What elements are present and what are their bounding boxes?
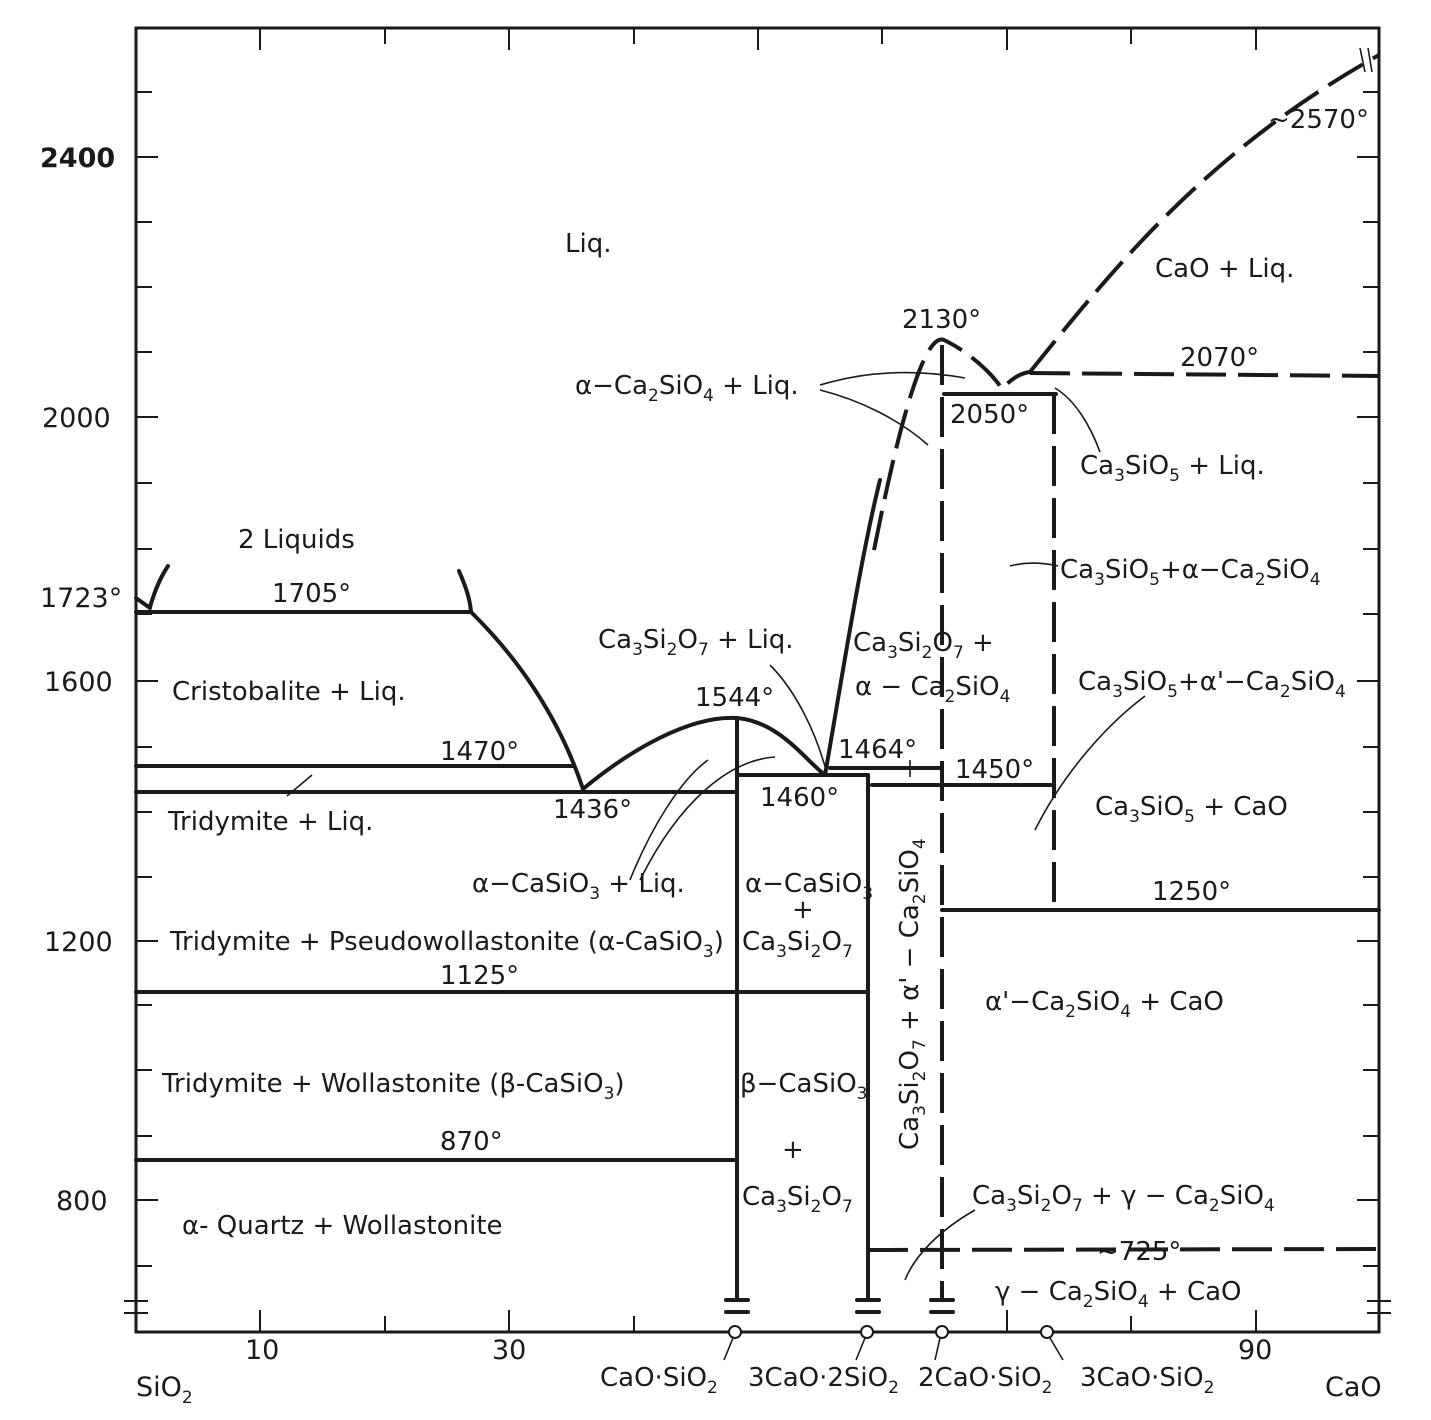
svg-text:α'−Ca2SiO4 + CaO: α'−Ca2SiO4 + CaO: [985, 987, 1224, 1022]
temp-1470: 1470°: [440, 737, 519, 767]
region-tridymite-liq: Tridymite + Liq.: [167, 807, 373, 837]
region-cristobalite-liq: Cristobalite + Liq.: [172, 677, 406, 707]
svg-text:Ca3Si2O7 +: Ca3Si2O7 +: [853, 628, 994, 663]
svg-text:+: +: [782, 1135, 804, 1165]
temp-870: 870°: [440, 1127, 503, 1157]
compound-label-2caosio2: 2CaO·SiO2: [918, 1363, 1052, 1398]
temp-1450: 1450°: [955, 755, 1034, 785]
svg-text:Ca3SiO5+α−Ca2SiO4: Ca3SiO5+α−Ca2SiO4: [1060, 555, 1321, 590]
x-label-30: 30: [492, 1335, 526, 1366]
y-label-1200: 1200: [44, 927, 113, 958]
leader-lines: [286, 371, 1146, 1281]
temp-1705: 1705°: [272, 579, 351, 609]
y-label-2000: 2000: [42, 403, 111, 434]
svg-text:α − Ca2SiO4: α − Ca2SiO4: [855, 672, 1010, 707]
formula-labels: α−Ca2SiO4 + Liq. Ca3SiO5 + Liq. Ca3SiO5+…: [472, 371, 1346, 1312]
svg-text:Ca3Si2O7: Ca3Si2O7: [742, 1182, 853, 1217]
region-tridymite-wollastonite: Tridymite + Wollastonite (β-CaSiO3): [161, 1069, 625, 1104]
svg-text:Ca3SiO5 + Liq.: Ca3SiO5 + Liq.: [1080, 451, 1265, 486]
svg-text:α−CaSiO3: α−CaSiO3: [745, 869, 873, 904]
svg-text:Ca3Si2O7 + γ − Ca2SiO4: Ca3Si2O7 + γ − Ca2SiO4: [972, 1181, 1275, 1216]
phase-boundaries: [134, 47, 1381, 1314]
svg-text:Ca3SiO5+α'−Ca2SiO4: Ca3SiO5+α'−Ca2SiO4: [1078, 667, 1346, 702]
svg-text:γ − Ca2SiO4 + CaO: γ − Ca2SiO4 + CaO: [995, 1277, 1242, 1312]
svg-text:α−CaSiO3 + Liq.: α−CaSiO3 + Liq.: [472, 869, 685, 904]
compound-label-3cao2sio2: 3CaO·2SiO2: [748, 1363, 899, 1398]
y-axis-ticks: [124, 91, 158, 1314]
temp-1250: 1250°: [1152, 877, 1231, 907]
temp-2050: 2050°: [950, 400, 1029, 430]
y-label-2400: 2400: [40, 143, 115, 174]
temp-1460: 1460°: [760, 783, 839, 813]
compound-label-caosio2: CaO·SiO2: [600, 1363, 718, 1398]
temp-1544: 1544°: [695, 683, 774, 713]
region-tridymite-pseudowollastonite: Tridymite + Pseudowollastonite (α-CaSiO3…: [169, 927, 724, 962]
x-axis-ticks: [259, 28, 1257, 1332]
compound-label-3caosio2: 3CaO·SiO2: [1080, 1363, 1214, 1398]
compound-markers: [723, 1325, 1064, 1361]
region-quartz-wollastonite: α- Quartz + Wollastonite: [182, 1211, 503, 1241]
y-label-1600: 1600: [44, 667, 113, 698]
temp-1125: 1125°: [440, 961, 519, 991]
region-cao-liq: CaO + Liq.: [1155, 254, 1294, 284]
region-liq: Liq.: [565, 229, 611, 259]
svg-text:+: +: [792, 895, 814, 925]
svg-text:α−Ca2SiO4 + Liq.: α−Ca2SiO4 + Liq.: [575, 371, 799, 406]
x-label-sio2: SiO2: [136, 1372, 193, 1408]
svg-text:Ca3Si2O7 + Liq.: Ca3Si2O7 + Liq.: [598, 625, 794, 660]
x-label-10: 10: [245, 1335, 279, 1366]
x-label-cao: CaO: [1325, 1372, 1382, 1403]
temp-2070: 2070°: [1180, 343, 1259, 373]
x-label-90: 90: [1238, 1335, 1272, 1366]
region-2-liquids: 2 Liquids: [238, 525, 355, 555]
temp-725: ~725°: [1097, 1237, 1181, 1267]
svg-text:Ca3Si2O7: Ca3Si2O7: [742, 927, 853, 962]
temp-2130: 2130°: [902, 305, 981, 335]
temp-2570: ~2570°: [1268, 105, 1369, 135]
svg-text:β−CaSiO3: β−CaSiO3: [740, 1069, 868, 1104]
svg-text:Ca3Si2O7 + α' − Ca2SiO4: Ca3Si2O7 + α' − Ca2SiO4: [895, 838, 930, 1150]
temp-1464: 1464°: [838, 735, 917, 765]
svg-text:Ca3SiO5 + CaO: Ca3SiO5 + CaO: [1095, 792, 1288, 827]
y-label-1723: 1723°: [40, 583, 122, 614]
y-axis-ticks-right: [1357, 91, 1391, 1314]
y-label-800: 800: [56, 1186, 108, 1217]
temp-1436: 1436°: [553, 795, 632, 825]
